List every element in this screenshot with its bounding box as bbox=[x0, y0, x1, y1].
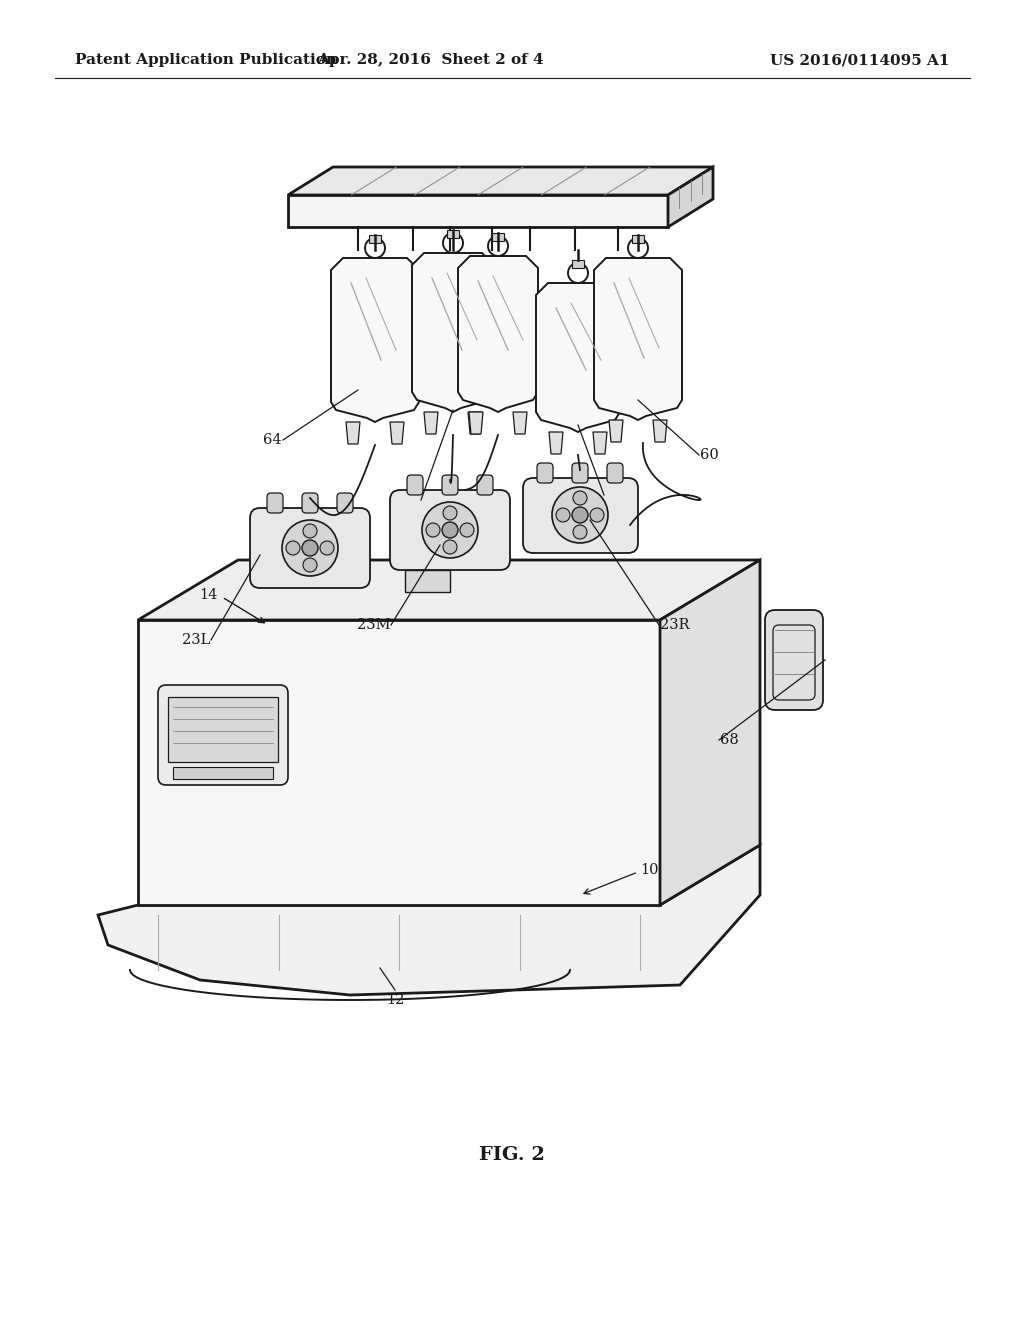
Text: 10: 10 bbox=[640, 863, 658, 876]
Text: 68: 68 bbox=[720, 733, 738, 747]
Polygon shape bbox=[594, 257, 682, 420]
Text: 23M: 23M bbox=[356, 618, 390, 632]
Circle shape bbox=[552, 487, 608, 543]
Bar bbox=[492, 234, 504, 242]
Polygon shape bbox=[346, 422, 360, 444]
FancyBboxPatch shape bbox=[442, 475, 458, 495]
Bar bbox=[447, 230, 459, 238]
FancyBboxPatch shape bbox=[537, 463, 553, 483]
Polygon shape bbox=[468, 412, 482, 434]
Circle shape bbox=[573, 525, 587, 539]
Polygon shape bbox=[549, 432, 563, 454]
Circle shape bbox=[426, 523, 440, 537]
Polygon shape bbox=[469, 412, 483, 434]
Circle shape bbox=[442, 521, 458, 539]
Text: 14: 14 bbox=[200, 587, 218, 602]
Polygon shape bbox=[288, 195, 668, 227]
Bar bbox=[572, 260, 584, 268]
Circle shape bbox=[460, 523, 474, 537]
FancyBboxPatch shape bbox=[250, 508, 370, 587]
Circle shape bbox=[422, 502, 478, 558]
Polygon shape bbox=[660, 560, 760, 906]
FancyBboxPatch shape bbox=[407, 475, 423, 495]
Polygon shape bbox=[138, 620, 660, 906]
Circle shape bbox=[443, 506, 457, 520]
Text: Patent Application Publication: Patent Application Publication bbox=[75, 53, 337, 67]
Polygon shape bbox=[331, 257, 419, 422]
Text: 23R: 23R bbox=[660, 618, 689, 632]
Polygon shape bbox=[668, 168, 713, 227]
Text: Apr. 28, 2016  Sheet 2 of 4: Apr. 28, 2016 Sheet 2 of 4 bbox=[316, 53, 544, 67]
FancyBboxPatch shape bbox=[572, 463, 588, 483]
Bar bbox=[168, 697, 278, 762]
FancyBboxPatch shape bbox=[337, 492, 353, 513]
Polygon shape bbox=[390, 422, 404, 444]
Text: 66: 66 bbox=[605, 488, 624, 502]
Circle shape bbox=[286, 541, 300, 554]
Bar bbox=[369, 235, 381, 243]
Circle shape bbox=[302, 540, 318, 556]
Text: 23L: 23L bbox=[181, 634, 210, 647]
Polygon shape bbox=[424, 412, 438, 434]
Bar bbox=[632, 235, 644, 243]
Bar bbox=[406, 570, 450, 591]
Text: 64: 64 bbox=[263, 433, 282, 447]
Circle shape bbox=[572, 507, 588, 523]
Polygon shape bbox=[536, 282, 620, 432]
FancyBboxPatch shape bbox=[302, 492, 318, 513]
Polygon shape bbox=[653, 420, 667, 442]
Polygon shape bbox=[593, 432, 607, 454]
Text: US 2016/0114095 A1: US 2016/0114095 A1 bbox=[770, 53, 950, 67]
Circle shape bbox=[556, 508, 570, 521]
FancyBboxPatch shape bbox=[158, 685, 288, 785]
Circle shape bbox=[303, 558, 317, 572]
Circle shape bbox=[590, 508, 604, 521]
Text: 60: 60 bbox=[700, 447, 719, 462]
Polygon shape bbox=[513, 412, 527, 434]
Polygon shape bbox=[458, 256, 538, 412]
Bar bbox=[173, 767, 273, 779]
Text: FIG. 2: FIG. 2 bbox=[479, 1146, 545, 1164]
Circle shape bbox=[443, 540, 457, 554]
Circle shape bbox=[303, 524, 317, 539]
FancyBboxPatch shape bbox=[267, 492, 283, 513]
Polygon shape bbox=[138, 560, 760, 620]
Polygon shape bbox=[609, 420, 623, 442]
FancyBboxPatch shape bbox=[765, 610, 823, 710]
Circle shape bbox=[319, 541, 334, 554]
FancyBboxPatch shape bbox=[523, 478, 638, 553]
Circle shape bbox=[282, 520, 338, 576]
Polygon shape bbox=[98, 845, 760, 995]
FancyBboxPatch shape bbox=[390, 490, 510, 570]
FancyBboxPatch shape bbox=[477, 475, 493, 495]
FancyBboxPatch shape bbox=[607, 463, 623, 483]
Text: 12: 12 bbox=[386, 993, 404, 1007]
Text: 67: 67 bbox=[401, 492, 420, 507]
Circle shape bbox=[573, 491, 587, 506]
Polygon shape bbox=[412, 253, 494, 412]
Polygon shape bbox=[288, 168, 713, 195]
